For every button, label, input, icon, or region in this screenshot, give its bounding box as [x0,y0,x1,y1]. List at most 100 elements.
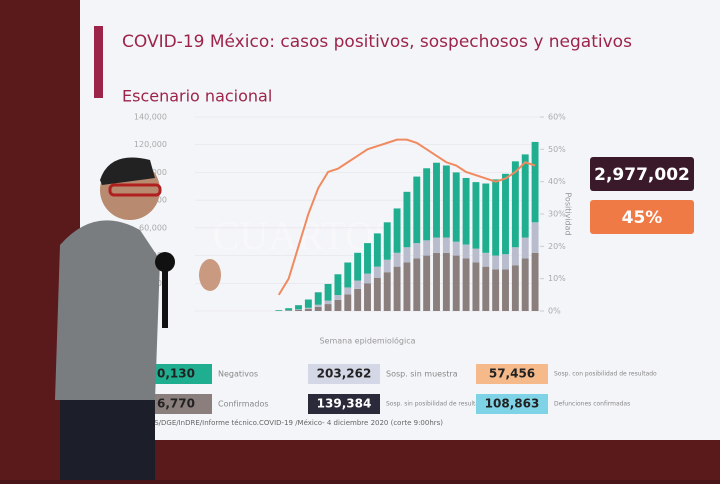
bar-segment [453,256,460,311]
stat-value: 139,384 [317,397,372,411]
bar-segment [502,269,509,311]
stat-value: 57,456 [489,367,535,381]
bar-segment [522,154,529,237]
y2-tick-label: 10% [548,274,566,283]
hand [199,259,221,291]
y2-tick-label: 20% [548,242,566,251]
bar-segment [275,310,282,311]
bar-segment [492,269,499,311]
bar-segment [325,301,332,304]
bar-segment [492,256,499,270]
stat-label: Defunciones confirmadas [554,401,630,408]
stat-value: 0,130 [157,367,195,381]
bar-segment [354,289,361,311]
bar-segment [315,307,322,311]
microphone [155,252,175,272]
bar-segment [443,166,450,238]
bar-segment [315,292,322,304]
stat-value: 108,863 [485,397,540,411]
y2-tick-label: 50% [548,145,566,154]
bar-segment [334,295,341,300]
y-tick-label: 140,000 [134,113,167,122]
bar-segment [344,263,351,288]
bar-segment [394,253,401,267]
bar-segment [295,310,302,311]
microphone-handle [162,270,168,328]
bar-segment [423,168,430,240]
bar-segment [364,283,371,311]
y2-tick-label: 40% [548,177,566,186]
bar-segment [453,242,460,256]
bar-segment [443,253,450,311]
bar-segment [512,247,519,265]
bar-segment [305,309,312,311]
y2-tick-label: 0% [548,307,561,316]
bar-segment [394,267,401,311]
bar-segment [334,300,341,311]
stat-label: Sosp. con posibilidad de resultado [554,371,657,378]
bar-segment [532,253,539,311]
bar-segment [384,260,391,272]
bar-segment [472,182,479,249]
bar-segment [532,222,539,252]
title-accent [94,26,103,98]
bar-segment [472,263,479,312]
bar-segment [403,247,410,262]
bar-segment [433,253,440,311]
y-tick-label: 60,000 [139,223,167,232]
bar-segment [423,240,430,255]
bar-segment [354,281,361,289]
bar-segment [374,267,381,278]
bar-segment [334,274,341,295]
bar-segment [344,294,351,311]
bar-segment [433,238,440,253]
stat-value: 203,262 [317,367,372,381]
bar-segment [305,299,312,307]
y2-tick-label: 60% [548,113,566,122]
bar-segment [522,238,529,259]
bar-segment [305,308,312,309]
bar-segment [295,309,302,310]
bar-segment [403,263,410,312]
slide-title: COVID-19 México: casos positivos, sospec… [122,32,632,52]
stat-label: Negativos [218,370,258,379]
stat-label: Confirmados [218,400,269,409]
y-tick-label: 120,000 [134,140,167,149]
stat-value: 6,770 [157,397,195,411]
total-value: 2,977,002 [594,165,690,185]
bar-segment [325,284,332,301]
footer: PS/DGE/InDRE/Informe técnico.COVID-19 /M… [150,419,443,427]
bar-segment [443,238,450,253]
y2-axis-label: Positividad [564,192,573,235]
bar-segment [394,208,401,252]
bar-segment [463,244,470,258]
stat-label: Sosp. sin muestra [386,370,458,379]
bar-segment [532,142,539,222]
bar-segment [374,233,381,266]
bar-segment [285,308,292,310]
bar-segment [295,305,302,309]
bar-segment [325,304,332,311]
bar-segment [423,256,430,311]
vest [55,220,160,400]
bar-segment [413,243,420,258]
bar-segment [522,258,529,311]
bar-segment [364,274,371,284]
bar-segment [502,174,509,254]
bar-segment [463,258,470,311]
slide-subtitle: Escenario nacional [122,87,272,106]
bar-segment [472,249,479,263]
bar-segment [433,163,440,238]
bar-segment [403,192,410,247]
bar-segment [453,172,460,241]
y2-tick-label: 30% [548,210,566,219]
bar-segment [413,177,420,244]
bar-segment [482,267,489,311]
bar-segment [482,184,489,253]
trousers [60,395,155,480]
bar-segment [354,253,361,281]
positivity-value: 45% [622,208,663,228]
x-axis-label: Semana epidemiológica [319,336,415,346]
